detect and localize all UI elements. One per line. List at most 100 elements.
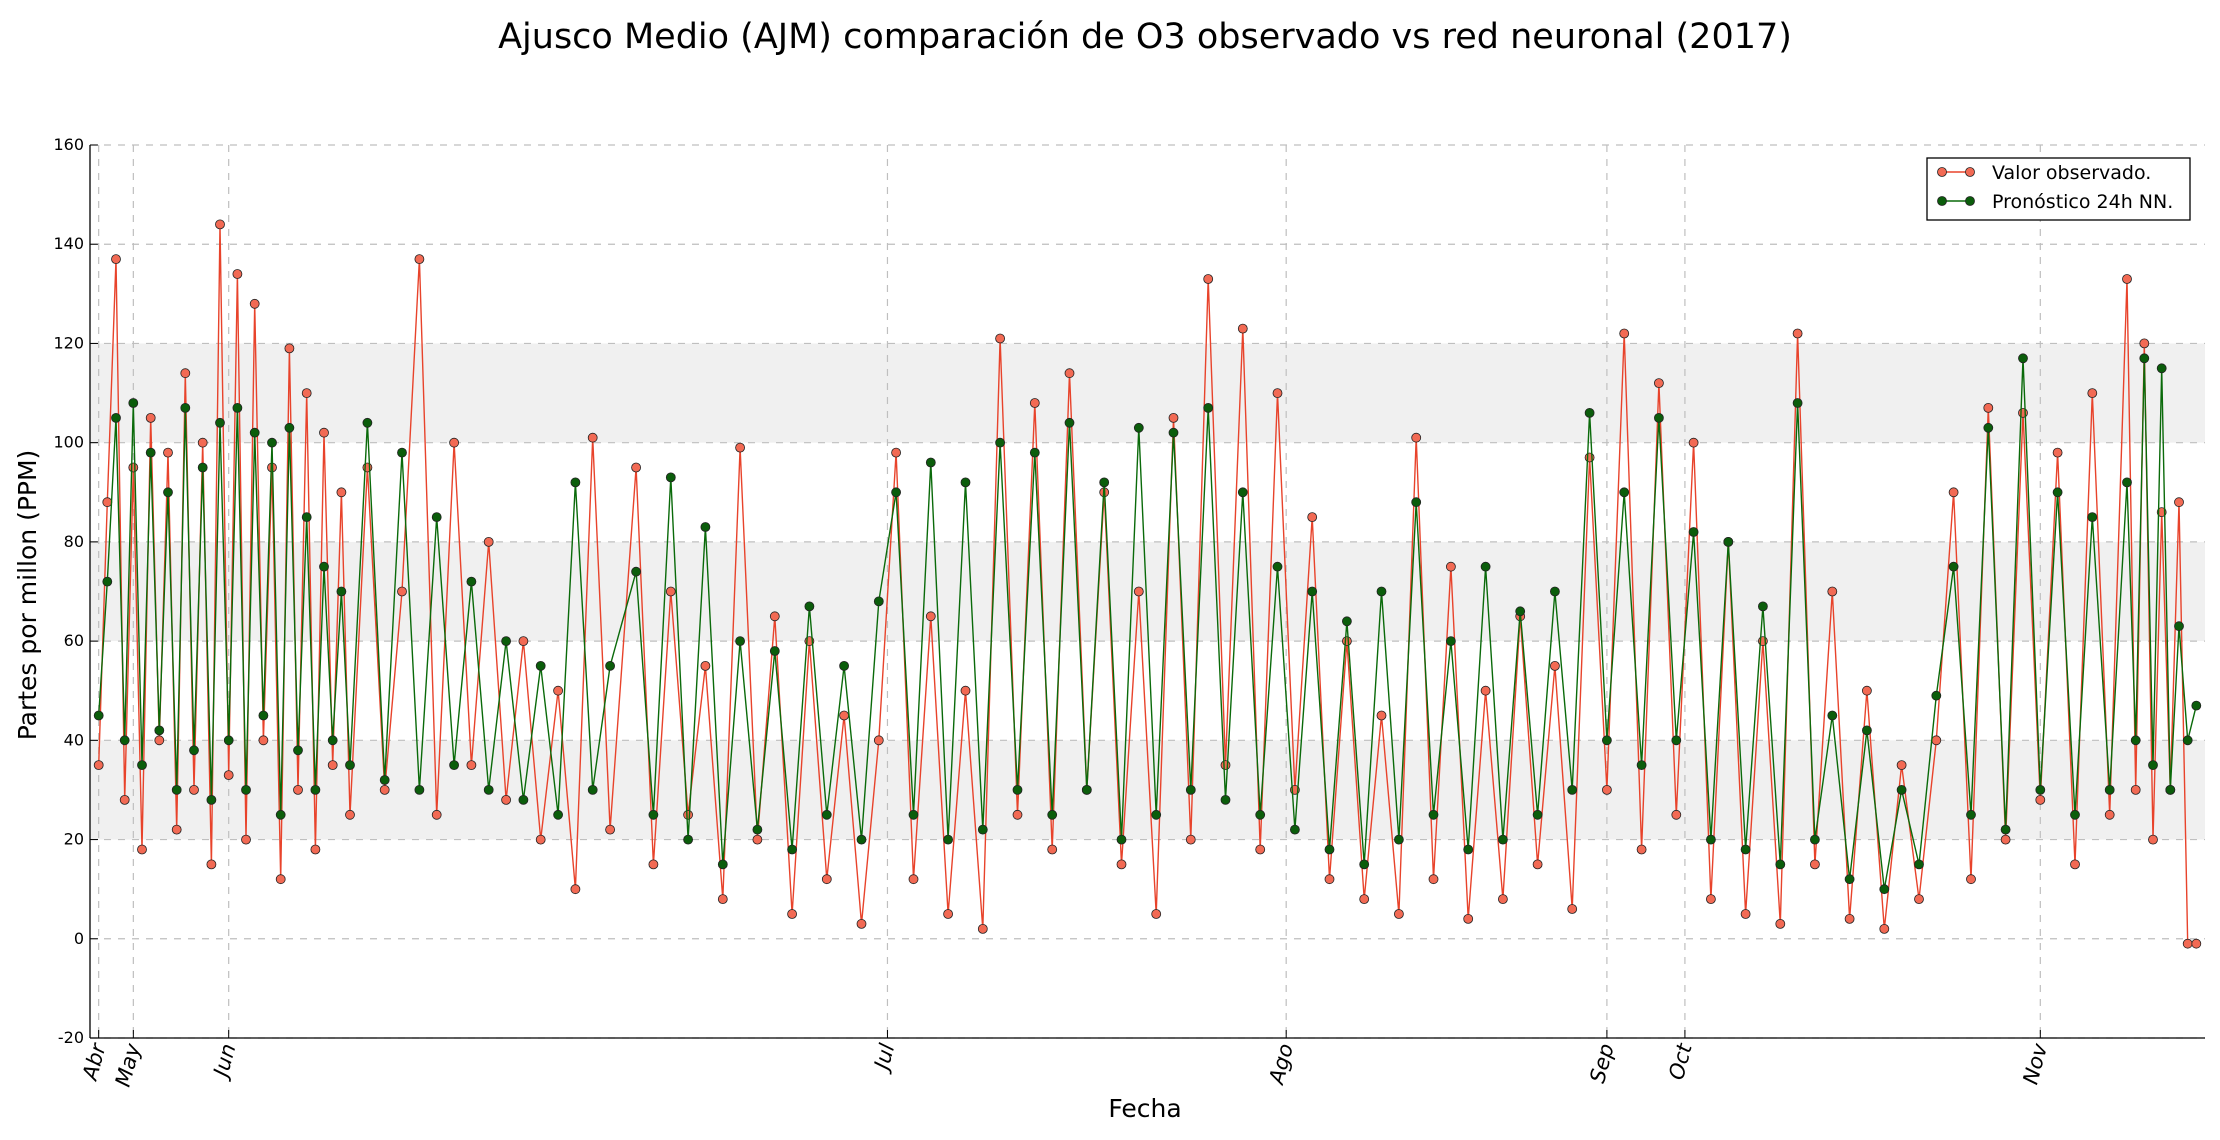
data-point: [1237, 323, 1248, 334]
data-point: [1498, 834, 1508, 845]
data-point: [2122, 274, 2132, 284]
data-point: [908, 874, 919, 885]
data-point: [310, 785, 321, 795]
data-point: [752, 834, 763, 845]
y-axis-label: Partes por millon (PPM): [13, 450, 42, 741]
data-point: [2052, 487, 2063, 498]
data-point: [284, 343, 295, 354]
data-point: [1948, 561, 1959, 572]
data-point: [1602, 735, 1612, 746]
data-point: [1411, 497, 1422, 508]
x-tick-label: Sep: [1585, 1041, 1618, 1085]
data-point: [345, 760, 355, 770]
data-point: [1740, 909, 1751, 919]
data-point: [154, 725, 165, 736]
x-tick-label: May: [111, 1041, 146, 1090]
data-point: [223, 735, 234, 746]
data-point: [1168, 412, 1179, 423]
data-point: [1706, 894, 1716, 904]
data-point: [2035, 795, 2046, 805]
data-point: [2139, 338, 2150, 349]
data-point: [553, 809, 563, 820]
data-point: [787, 844, 797, 855]
data-point: [2018, 407, 2028, 418]
data-point: [1376, 586, 1387, 597]
data-point: [1272, 388, 1283, 399]
data-point: [1966, 874, 1976, 885]
data-point: [1342, 616, 1352, 627]
data-point: [873, 596, 884, 607]
data-point: [1394, 834, 1404, 845]
legend-item-forecast: Pronóstico 24h NN.: [1937, 191, 2173, 213]
data-point: [258, 710, 269, 721]
data-point: [960, 477, 971, 488]
y-tick-label: -20: [58, 1028, 84, 1047]
data-point: [301, 388, 312, 399]
data-point: [943, 909, 953, 919]
data-point: [1116, 859, 1127, 870]
data-point: [171, 824, 182, 835]
data-point: [735, 636, 745, 646]
data-point: [1480, 685, 1491, 696]
data-point: [275, 874, 286, 885]
data-point: [111, 412, 121, 423]
data-point: [232, 402, 243, 413]
data-point: [570, 477, 581, 488]
data-point: [1012, 785, 1023, 795]
data-point: [648, 809, 659, 820]
data-point: [171, 785, 182, 795]
x-tick-label: Nov: [2018, 1041, 2052, 1087]
data-point: [258, 735, 269, 746]
data-point: [518, 795, 529, 805]
legend-marker-forecast: [1965, 196, 1975, 206]
data-point: [1463, 844, 1474, 855]
data-point: [2182, 735, 2193, 746]
data-point: [2148, 760, 2158, 770]
data-point: [1116, 834, 1127, 845]
data-point: [2130, 735, 2141, 746]
data-point: [700, 522, 711, 532]
data-point: [1324, 844, 1335, 855]
data-point: [1047, 809, 1058, 820]
data-point: [137, 844, 147, 855]
data-point: [1376, 710, 1387, 721]
data-point: [2070, 809, 2080, 820]
data-point: [2174, 621, 2184, 632]
data-point: [1029, 398, 1040, 408]
data-point: [1185, 834, 1196, 845]
data-point: [821, 874, 832, 885]
data-point: [1636, 844, 1647, 855]
data-point: [284, 422, 295, 433]
data-point: [267, 437, 277, 448]
axes: [89, 145, 2205, 1039]
data-point: [414, 785, 425, 795]
data-point: [683, 834, 693, 845]
data-point: [1064, 368, 1075, 379]
data-point: [587, 785, 598, 795]
data-point: [1394, 909, 1404, 919]
data-point: [839, 661, 849, 671]
data-point: [1914, 859, 1924, 870]
data-point: [1550, 661, 1560, 671]
data-point: [1498, 894, 1508, 904]
data-point: [2139, 353, 2150, 364]
data-point: [1983, 402, 1994, 413]
data-point: [93, 710, 104, 721]
data-point: [1758, 601, 1768, 612]
data-point: [553, 685, 563, 696]
data-point: [397, 586, 407, 597]
legend-label-forecast: Pronóstico 24h NN.: [1992, 191, 2173, 213]
data-point: [570, 884, 581, 895]
data-point: [232, 269, 243, 279]
data-point: [431, 512, 442, 522]
legend-label-observed: Valor observado.: [1992, 162, 2151, 184]
data-point: [1151, 909, 1162, 919]
data-point: [336, 487, 347, 498]
y-tick-label: 100: [53, 433, 84, 452]
data-point: [1532, 809, 1543, 820]
data-point: [1775, 859, 1786, 870]
data-point: [1827, 586, 1838, 597]
data-point: [2104, 785, 2115, 795]
data-point: [1064, 417, 1075, 428]
